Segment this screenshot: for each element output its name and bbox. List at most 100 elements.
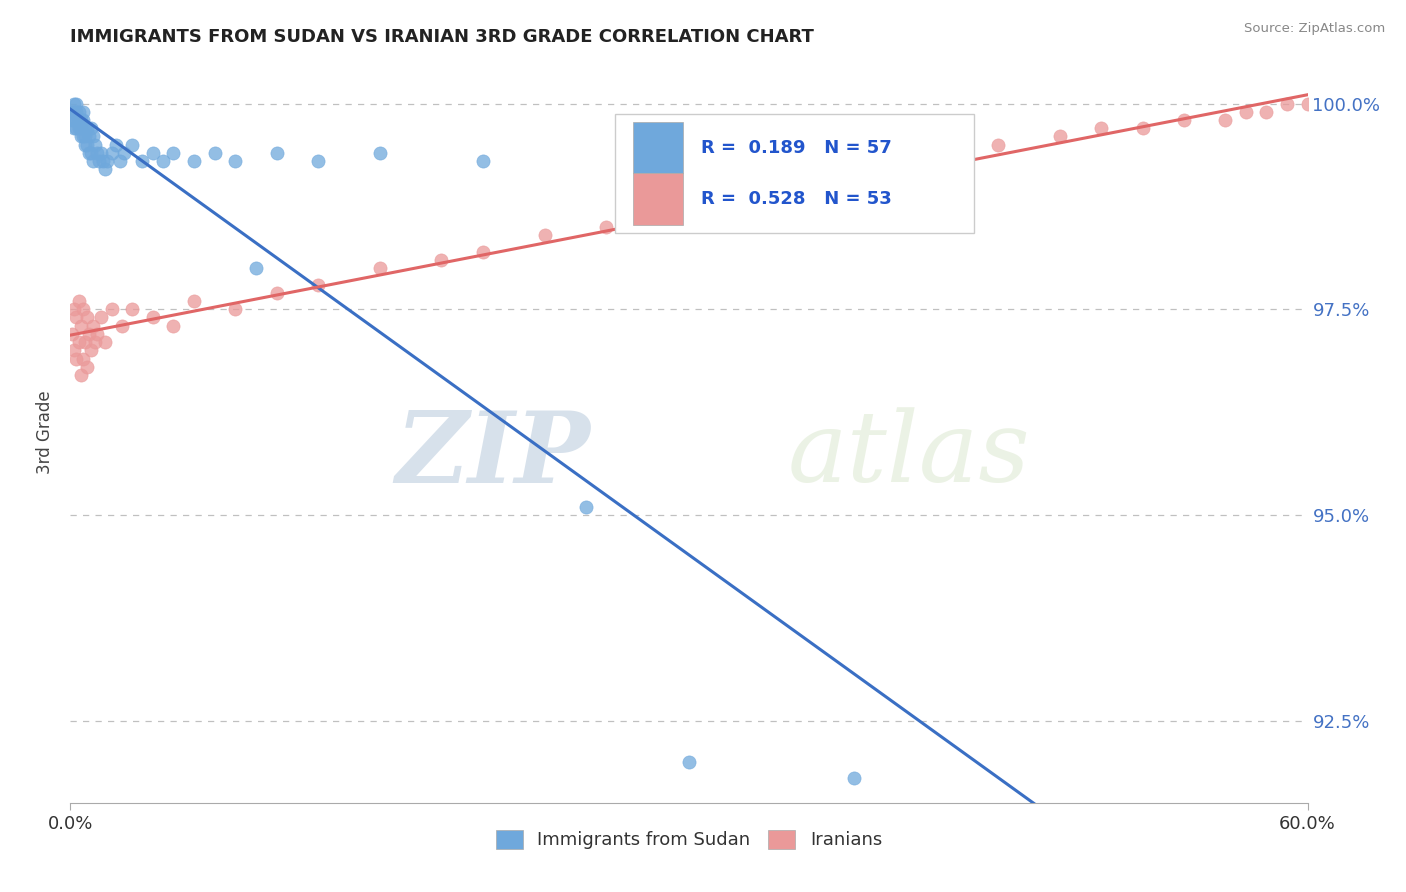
Point [108, 154, 131, 169]
Point [76, 310, 98, 325]
Point [100, 145, 122, 160]
Point [65, 310, 87, 325]
Point [63, 343, 86, 358]
Point [69, 121, 91, 136]
Point [67, 121, 90, 136]
Point [60, 326, 83, 341]
Point [67, 113, 90, 128]
Point [204, 145, 226, 160]
FancyBboxPatch shape [633, 173, 683, 226]
Legend: Immigrants from Sudan, Iranians: Immigrants from Sudan, Iranians [488, 823, 890, 856]
Point [1090, 121, 1112, 136]
Point [925, 145, 948, 160]
Point [842, 771, 865, 785]
Point [100, 302, 122, 317]
Point [65, 113, 87, 128]
Point [471, 154, 494, 169]
Point [90, 145, 112, 160]
Point [65, 121, 87, 136]
Point [162, 145, 184, 160]
Point [368, 261, 391, 276]
Point [111, 318, 134, 333]
Point [1234, 104, 1257, 119]
Point [718, 195, 741, 210]
Point [533, 228, 555, 243]
Point [69, 368, 91, 382]
Point [307, 277, 329, 292]
Point [121, 137, 143, 152]
Text: IMMIGRANTS FROM SUDAN VS IRANIAN 3RD GRADE CORRELATION CHART: IMMIGRANTS FROM SUDAN VS IRANIAN 3RD GRA… [70, 28, 814, 45]
Point [82, 129, 104, 144]
Point [987, 137, 1010, 152]
Point [104, 137, 127, 152]
Point [63, 96, 86, 111]
Point [63, 302, 86, 317]
Point [82, 318, 104, 333]
Point [94, 335, 117, 350]
Point [72, 302, 94, 317]
Point [63, 104, 86, 119]
Point [73, 121, 96, 136]
Point [60, 113, 83, 128]
Point [67, 293, 90, 308]
FancyBboxPatch shape [614, 114, 973, 233]
Point [471, 244, 494, 259]
Point [86, 145, 108, 160]
Point [142, 145, 165, 160]
Point [430, 252, 453, 267]
Point [121, 302, 143, 317]
Point [77, 129, 100, 144]
Point [307, 154, 329, 169]
Point [76, 121, 98, 136]
Point [65, 104, 87, 119]
Point [80, 343, 103, 358]
Point [595, 219, 617, 234]
Point [82, 154, 104, 169]
Point [224, 302, 246, 317]
Point [183, 293, 205, 308]
Point [69, 129, 91, 144]
Point [80, 121, 103, 136]
Point [60, 104, 83, 119]
Point [1296, 96, 1319, 111]
Point [142, 310, 165, 325]
Point [152, 154, 174, 169]
Text: atlas: atlas [787, 407, 1031, 502]
Point [69, 318, 91, 333]
Point [84, 335, 107, 350]
Point [1049, 129, 1071, 144]
Point [245, 261, 267, 276]
Point [76, 359, 98, 374]
Point [368, 145, 391, 160]
Point [1256, 104, 1278, 119]
Point [73, 335, 96, 350]
FancyBboxPatch shape [633, 121, 683, 173]
Point [657, 203, 679, 218]
Text: ZIP: ZIP [395, 407, 591, 503]
Point [1275, 96, 1298, 111]
Point [224, 154, 246, 169]
Point [162, 318, 184, 333]
Point [183, 154, 205, 169]
Point [780, 178, 803, 193]
Point [1317, 96, 1340, 111]
Point [67, 335, 90, 350]
Point [72, 104, 94, 119]
Point [80, 145, 103, 160]
Point [63, 113, 86, 128]
Text: R =  0.189   N = 57: R = 0.189 N = 57 [702, 138, 891, 157]
Point [884, 154, 907, 169]
Point [86, 326, 108, 341]
Point [89, 154, 111, 169]
Point [77, 145, 100, 160]
Point [131, 154, 153, 169]
Point [266, 285, 288, 300]
Point [1132, 121, 1154, 136]
Point [678, 755, 700, 769]
Point [1213, 113, 1236, 128]
Point [69, 113, 91, 128]
Point [84, 137, 107, 152]
Point [73, 129, 96, 144]
Point [72, 129, 94, 144]
Point [266, 145, 288, 160]
